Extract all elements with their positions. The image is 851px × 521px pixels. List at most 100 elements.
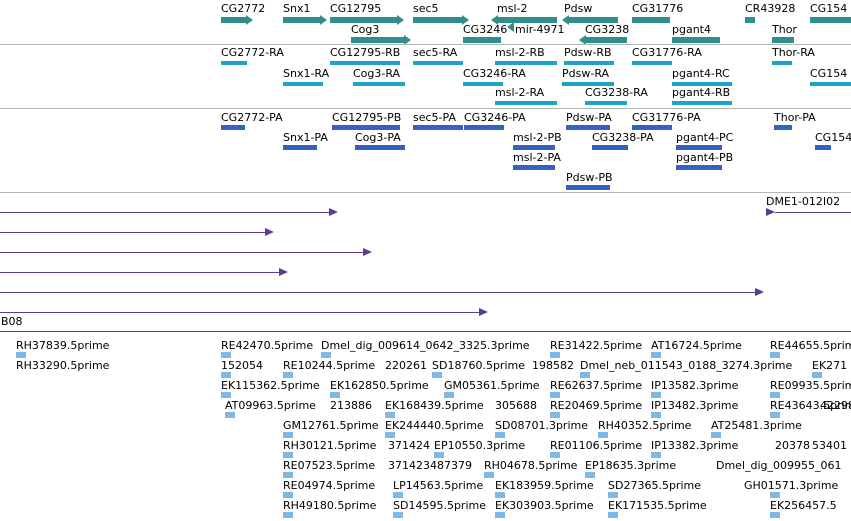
protein-label[interactable]: msl-2-PB [513, 131, 562, 144]
gene-label-mir4971[interactable]: mir-4971 [515, 23, 565, 36]
protein-cog3-pa[interactable] [355, 145, 405, 150]
est-feature[interactable] [495, 512, 505, 518]
gene-label-cg2772[interactable]: CG2772 [221, 2, 266, 15]
protein-label[interactable]: sec5-PA [413, 111, 456, 124]
est-feature[interactable] [16, 352, 26, 358]
est-feature[interactable] [812, 372, 822, 378]
est-label[interactable]: EK171535.5prime [608, 499, 707, 512]
alignment-label-b08[interactable]: B08 [1, 315, 23, 328]
transcript-cg3246-ra[interactable] [463, 82, 503, 86]
est-feature[interactable] [651, 392, 661, 398]
est-label[interactable]: RE31422.5prime [550, 339, 643, 352]
alignment-line[interactable] [0, 252, 364, 253]
est-label[interactable]: EP10550.3prime [434, 439, 526, 452]
est-label[interactable]: Dmel_neb_011543_0188_3274.3prime [580, 359, 793, 372]
protein-cg12795-pb[interactable] [332, 125, 400, 130]
est-label[interactable]: EK168439.5prime [385, 399, 484, 412]
est-feature[interactable] [385, 432, 395, 438]
transcript-cg3238-ra[interactable] [585, 101, 627, 105]
est-feature[interactable] [283, 492, 293, 498]
alignment-arrow-icon[interactable] [766, 208, 775, 216]
est-label[interactable]: 305688 [495, 399, 537, 412]
gene-label-msl2[interactable]: msl-2 [497, 2, 528, 15]
est-label[interactable]: EP18635.3prime [585, 459, 677, 472]
alignment-line[interactable] [0, 312, 480, 313]
est-feature[interactable] [651, 352, 661, 358]
alignment-line[interactable] [0, 272, 280, 273]
alignment-line[interactable] [0, 232, 266, 233]
est-feature[interactable] [393, 492, 403, 498]
est-label[interactable]: EK303903.5prime [495, 499, 594, 512]
est-label[interactable]: SD18760.5prime [432, 359, 525, 372]
est-feature[interactable] [283, 372, 293, 378]
est-label[interactable]: EK183959.5prime [495, 479, 594, 492]
protein-label[interactable]: Cog3-PA [355, 131, 401, 144]
protein-cg154[interactable] [815, 145, 831, 150]
est-feature[interactable] [385, 412, 395, 418]
transcript-pdsw-rb[interactable] [564, 61, 614, 65]
transcript-label[interactable]: msl-2-RA [495, 86, 545, 99]
gene-label-cg3238[interactable]: CG3238 [585, 23, 630, 36]
protein-cg31776-pa[interactable] [632, 125, 672, 130]
est-feature[interactable] [393, 512, 403, 518]
est-label[interactable]: IP13482.3prime [651, 399, 739, 412]
est-feature[interactable] [580, 372, 590, 378]
est-feature[interactable] [444, 392, 454, 398]
gene-label-sec5[interactable]: sec5 [413, 2, 439, 15]
est-label[interactable]: RE20469.5prime [550, 399, 643, 412]
protein-label[interactable]: CG3246-PA [464, 111, 526, 124]
protein-label[interactable]: CG154 [815, 131, 851, 144]
transcript-label[interactable]: CG31776-RA [632, 46, 702, 59]
est-label[interactable]: GM12761.5prime [283, 419, 379, 432]
est-label[interactable]: RE62637.5prime [550, 379, 643, 392]
protein-label[interactable]: CG12795-PB [332, 111, 402, 124]
est-feature[interactable] [283, 512, 293, 518]
protein-sec5-pa[interactable] [413, 125, 463, 130]
gene-pgant4[interactable] [672, 37, 720, 43]
gene-label-cog3[interactable]: Cog3 [351, 23, 380, 36]
gene-label-snx1[interactable]: Snx1 [283, 2, 311, 15]
gene-label-cg31776[interactable]: CG31776 [632, 2, 684, 15]
est-feature[interactable] [550, 452, 560, 458]
transcript-label[interactable]: CG154 [810, 67, 848, 80]
transcript-label[interactable]: CG3246-RA [463, 67, 526, 80]
est-feature[interactable] [598, 432, 608, 438]
protein-thor-pa[interactable] [774, 125, 792, 130]
gene-pdsw[interactable] [568, 17, 618, 23]
transcript-label[interactable]: Snx1-RA [283, 67, 330, 80]
gene-cg154[interactable] [810, 17, 851, 23]
transcript-msl2-rb[interactable] [495, 61, 557, 65]
transcript-label[interactable]: Pdsw-RA [562, 67, 610, 80]
est-feature[interactable] [608, 492, 618, 498]
transcript-cg31776-ra[interactable] [632, 61, 672, 65]
protein-msl2-pa[interactable] [513, 165, 555, 170]
gene-label-cg154[interactable]: CG154 [810, 2, 848, 15]
gene-snx1[interactable] [283, 17, 321, 23]
est-feature[interactable] [283, 472, 293, 478]
gene-cr43928[interactable] [745, 17, 755, 23]
protein-label[interactable]: CG3238-PA [592, 131, 654, 144]
gene-cg3238[interactable] [585, 37, 627, 43]
protein-cg2772-pa[interactable] [221, 125, 245, 130]
est-feature[interactable] [608, 512, 618, 518]
gene-label-pdsw[interactable]: Pdsw [564, 2, 593, 15]
gene-label-cg12795[interactable]: CG12795 [330, 2, 382, 15]
gene-sec5[interactable] [413, 17, 463, 23]
transcript-sec5-ra[interactable] [413, 61, 463, 65]
gene-thor[interactable] [772, 37, 794, 43]
protein-msl2-pb[interactable] [513, 145, 555, 150]
est-label[interactable]: RH37839.5prime [16, 339, 110, 352]
gene-msl2[interactable] [497, 17, 557, 23]
gene-label-cr43928[interactable]: CR43928 [745, 2, 796, 15]
alignment-label-dme1[interactable]: DME1-012I02 [766, 195, 841, 208]
est-label[interactable]: RE09935.5prime [770, 379, 851, 392]
protein-label[interactable]: CG31776-PA [632, 111, 701, 124]
est-label[interactable]: 42298 [820, 399, 851, 412]
est-label[interactable]: AT09963.5prime [225, 399, 316, 412]
protein-pgant4-pc[interactable] [676, 145, 722, 150]
est-label[interactable]: LP14563.5prime [393, 479, 484, 492]
protein-pgant4-pb[interactable] [676, 165, 722, 170]
est-feature[interactable] [770, 412, 780, 418]
gene-label-thor[interactable]: Thor [772, 23, 797, 36]
est-label[interactable]: GM05361.5prime [444, 379, 540, 392]
